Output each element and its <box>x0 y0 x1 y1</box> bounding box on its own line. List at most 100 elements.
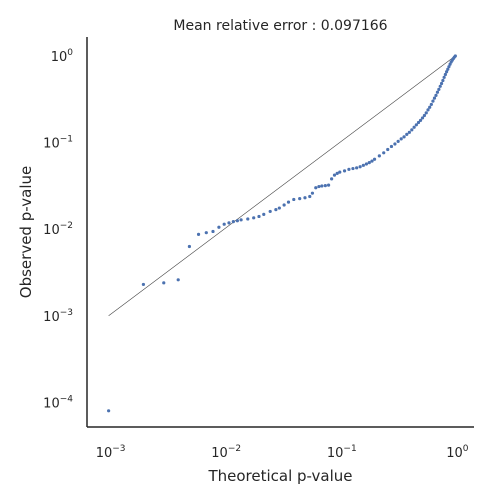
data-point <box>399 137 403 141</box>
chart-title: Mean relative error : 0.097166 <box>173 18 387 34</box>
data-point <box>330 177 334 181</box>
data-point <box>386 147 390 152</box>
data-point <box>268 209 272 214</box>
data-point <box>418 118 423 122</box>
data-point <box>176 278 180 282</box>
data-point <box>443 72 447 77</box>
data-point <box>444 70 449 74</box>
data-point <box>231 220 235 224</box>
x-axis-ticks: 10−3 10−2 10−1 100 <box>96 444 469 461</box>
data-point <box>257 214 261 219</box>
data-point <box>370 159 374 163</box>
x-tick-label: 100 <box>446 444 469 461</box>
data-points-layer <box>107 54 457 413</box>
data-point <box>217 225 221 229</box>
data-point <box>317 184 321 189</box>
data-point <box>432 96 437 100</box>
data-point <box>310 191 315 195</box>
data-point <box>239 218 243 222</box>
data-point <box>107 409 111 413</box>
data-point <box>446 67 450 71</box>
data-point <box>364 162 369 166</box>
data-point <box>347 167 351 171</box>
axes <box>86 37 474 428</box>
data-point <box>338 170 342 174</box>
data-point <box>410 128 414 132</box>
data-point <box>342 169 347 173</box>
data-point <box>332 173 337 177</box>
data-point <box>407 130 411 134</box>
data-point <box>428 105 432 109</box>
data-point <box>426 108 430 112</box>
data-point <box>434 93 438 97</box>
x-axis-label: Theoretical p-value <box>207 467 352 485</box>
data-point <box>277 206 281 210</box>
data-point <box>246 217 250 221</box>
data-point <box>211 229 215 234</box>
data-point <box>439 81 444 86</box>
data-point <box>326 183 331 187</box>
data-point <box>447 65 451 69</box>
data-point <box>412 125 416 129</box>
data-point <box>435 90 440 94</box>
x-tick-label: 10−2 <box>211 444 241 461</box>
data-point <box>298 197 302 201</box>
y-tick-label: 10−1 <box>43 134 73 151</box>
data-point <box>414 123 418 127</box>
data-point <box>282 203 286 207</box>
data-point <box>442 75 446 79</box>
data-point <box>187 244 192 249</box>
data-point <box>227 221 231 225</box>
data-point <box>422 113 427 118</box>
data-point <box>396 139 400 143</box>
data-point <box>351 166 355 171</box>
data-point <box>314 186 318 190</box>
data-point <box>274 207 278 212</box>
data-point <box>252 216 256 220</box>
data-point <box>420 116 425 120</box>
x-tick-label: 10−3 <box>96 444 126 461</box>
data-point <box>437 87 441 91</box>
data-point <box>438 84 442 88</box>
data-point <box>320 184 324 188</box>
data-point <box>222 222 226 226</box>
y-tick-label: 100 <box>51 48 74 65</box>
reference-line-layer <box>108 55 456 316</box>
data-point <box>377 154 381 158</box>
data-point <box>367 161 371 165</box>
data-point <box>389 144 394 149</box>
data-point <box>286 200 291 204</box>
data-point <box>262 212 266 216</box>
y-tick-label: 10−3 <box>43 308 73 325</box>
data-point <box>361 163 365 167</box>
data-point <box>441 78 445 83</box>
data-point <box>382 151 386 155</box>
data-point <box>372 157 377 161</box>
data-point <box>424 111 428 115</box>
data-point <box>303 196 307 200</box>
data-point <box>393 142 397 146</box>
y-axis-label: Observed p-value <box>17 166 35 298</box>
data-point <box>402 135 406 139</box>
reference-line <box>108 55 456 316</box>
x-tick-label: 10−1 <box>327 444 357 461</box>
data-point <box>196 232 201 236</box>
data-point <box>204 231 208 235</box>
data-point <box>162 281 166 285</box>
data-point <box>141 282 146 287</box>
data-point <box>292 197 296 202</box>
y-axis-ticks: 10−4 10−3 10−2 10−1 100 <box>43 48 73 412</box>
data-point <box>355 166 359 170</box>
data-point <box>431 99 435 103</box>
data-point <box>429 102 433 107</box>
data-point <box>416 120 421 125</box>
data-point <box>308 194 312 199</box>
data-point <box>358 165 362 169</box>
data-point <box>323 183 327 188</box>
data-point <box>235 219 239 223</box>
data-point <box>405 132 409 136</box>
y-tick-label: 10−2 <box>43 221 73 238</box>
y-tick-label: 10−4 <box>43 394 73 411</box>
data-point <box>453 54 457 58</box>
